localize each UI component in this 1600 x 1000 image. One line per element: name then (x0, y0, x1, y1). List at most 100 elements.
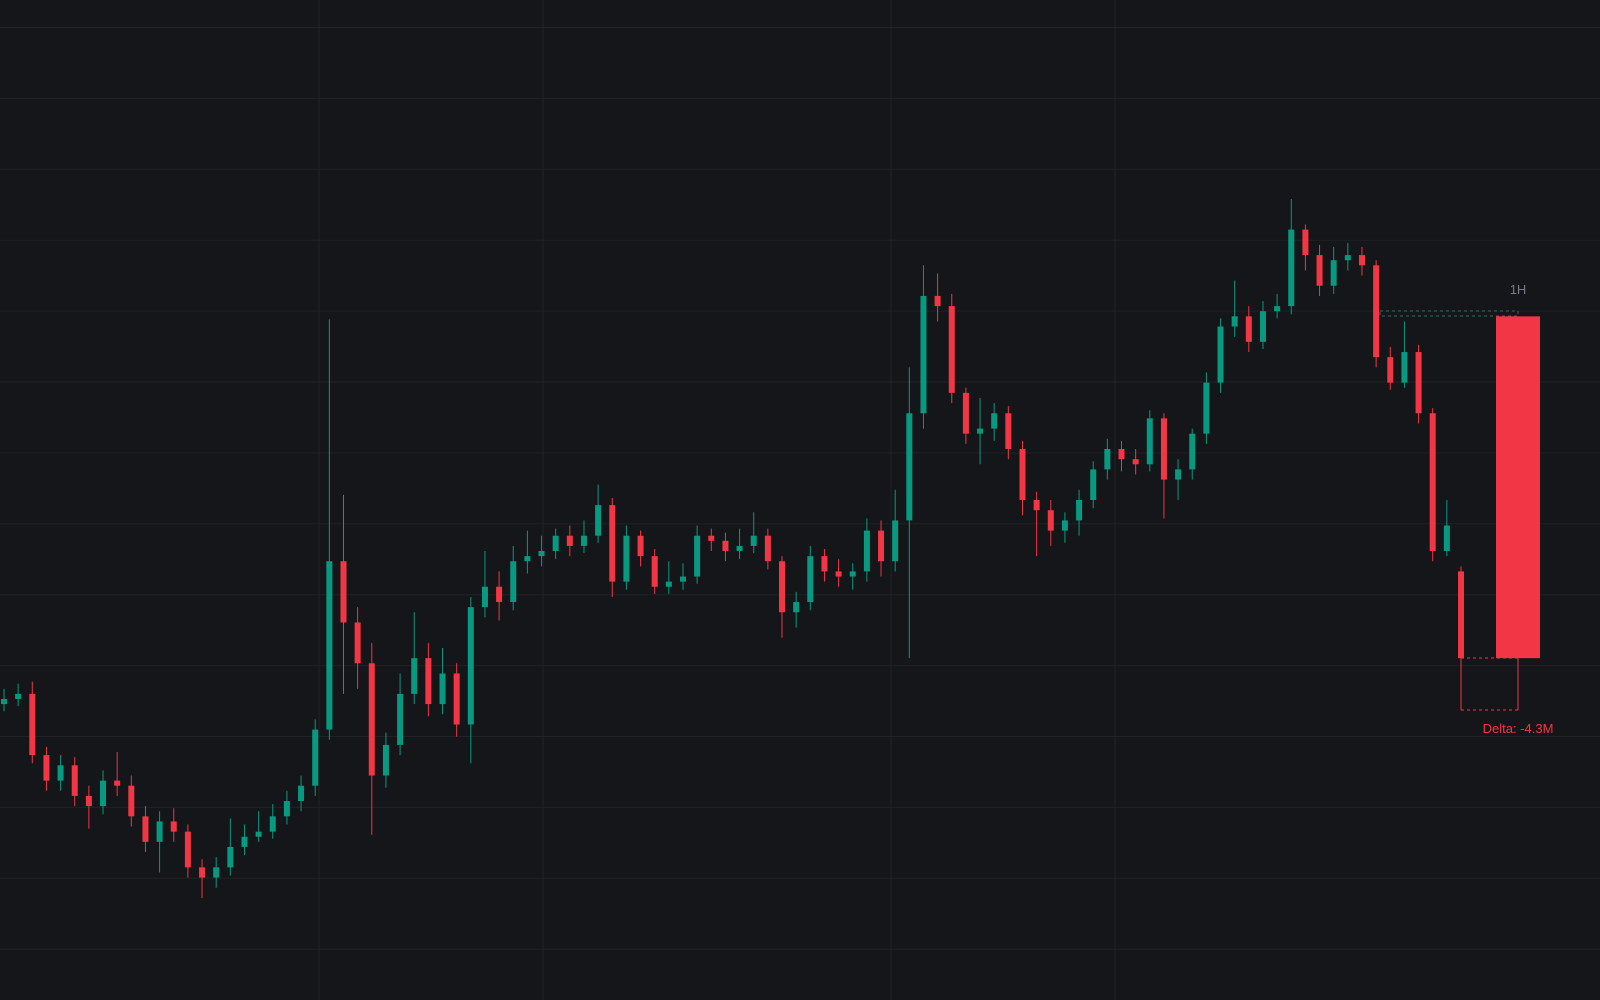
candle-body (1458, 571, 1464, 659)
candle-body (227, 846, 234, 868)
candle-body (764, 535, 771, 562)
candle-body (1175, 469, 1182, 480)
candle-body (934, 295, 941, 307)
candle-body (340, 561, 347, 623)
candle-body (566, 535, 573, 546)
candle-body (920, 295, 927, 414)
candle-body (1146, 418, 1153, 465)
candle-body (128, 785, 135, 817)
candle-body (1, 698, 7, 705)
candle-body (750, 535, 757, 546)
candle-body (397, 693, 404, 745)
candle-body (736, 545, 743, 552)
candle-body (1231, 316, 1238, 327)
candle-body (1061, 520, 1068, 531)
candle-body (100, 780, 107, 807)
candle-body (892, 520, 899, 562)
candle-body (1496, 316, 1540, 659)
candle-body (255, 831, 262, 837)
candle-body (679, 576, 686, 582)
candle-body (199, 867, 206, 878)
candle-body (793, 602, 800, 613)
candle-body (43, 755, 50, 781)
candle-body (1019, 448, 1026, 500)
candle-body (1245, 316, 1252, 342)
guides (1379, 310, 1519, 711)
candle-body (1443, 525, 1450, 552)
candle-body (269, 816, 276, 832)
candle-body (312, 729, 319, 786)
candle-body (1160, 418, 1167, 480)
timeframe-label: 1H (1510, 282, 1527, 297)
candle-body (1274, 306, 1281, 312)
candle-body (1344, 255, 1351, 261)
candle-body (213, 867, 220, 878)
candle-body (29, 693, 36, 756)
candle-body (906, 413, 913, 521)
candle-body (425, 658, 432, 705)
candle-body (298, 785, 305, 802)
candle-body (552, 535, 559, 552)
candle-body (510, 561, 517, 603)
candle-body (453, 673, 460, 725)
candle-body (439, 673, 446, 705)
candle-body (1189, 433, 1196, 470)
candle-body (863, 530, 870, 572)
candle-body (779, 561, 786, 613)
candle-body (694, 535, 701, 577)
candle-body (623, 535, 630, 582)
candle-body (85, 795, 92, 807)
candle-body (1302, 229, 1309, 256)
candle-body (368, 663, 375, 776)
candle-body (1047, 510, 1054, 531)
candles (1, 198, 1540, 898)
candle-body (580, 535, 587, 546)
candle-body (1358, 255, 1365, 266)
candle-body (991, 413, 998, 429)
candle-body (184, 831, 191, 868)
candle-body (722, 540, 729, 552)
candle-body (1401, 352, 1408, 383)
candle-body (142, 816, 149, 842)
candle-body (1132, 459, 1139, 465)
candle-body (114, 780, 121, 786)
candle-body (496, 586, 503, 603)
candle-body (170, 821, 177, 832)
candle-body (241, 836, 248, 847)
candle-body (1118, 448, 1125, 460)
candle-body (609, 505, 616, 582)
candle-body (481, 586, 488, 608)
candle-body (651, 556, 658, 587)
candle-body (1090, 469, 1097, 500)
candle-body (354, 622, 361, 664)
candle-body (326, 561, 333, 730)
delta-label: Delta: -4.3M (1483, 721, 1554, 736)
candle-body (71, 765, 78, 796)
candle-body (15, 693, 22, 699)
candle-body (1330, 260, 1337, 286)
candle-body (1259, 311, 1266, 342)
candle-body (595, 505, 602, 536)
candle-body (1104, 448, 1111, 470)
candle-body (1033, 500, 1040, 511)
candle-body (708, 535, 715, 541)
candle-body (1288, 229, 1295, 307)
candle-body (977, 428, 984, 434)
candle-body (1005, 413, 1012, 449)
candle-body (1203, 382, 1210, 434)
candle-body (962, 392, 969, 434)
candle-body (878, 530, 885, 562)
candle-body (1373, 265, 1380, 358)
candle-body (411, 658, 418, 694)
candle-body (538, 551, 545, 557)
range-box (1379, 310, 1519, 317)
candle-body (283, 801, 290, 817)
candle-body (1316, 255, 1323, 286)
candle-body (1217, 326, 1224, 383)
candle-body (807, 556, 814, 603)
candle-body (637, 535, 644, 557)
candle-body (665, 581, 672, 587)
